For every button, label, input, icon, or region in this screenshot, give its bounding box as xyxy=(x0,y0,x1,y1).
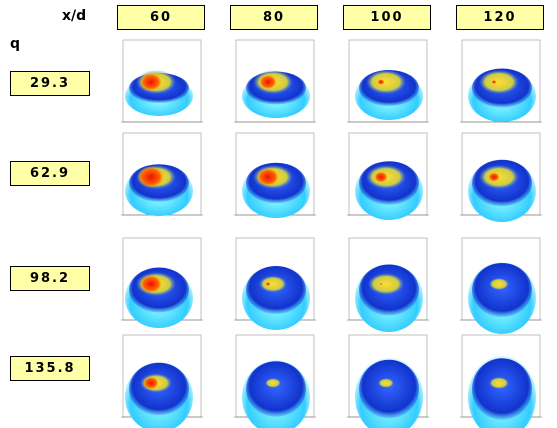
plume-peak xyxy=(266,282,270,286)
plume-core xyxy=(489,377,509,389)
plume-peak xyxy=(140,275,162,293)
row-label: 62.9 xyxy=(10,161,90,186)
column-header: 120 xyxy=(456,5,544,30)
plume-core xyxy=(489,278,509,290)
plume-core xyxy=(479,70,519,94)
plume-peak xyxy=(259,75,277,89)
plume-core xyxy=(368,273,404,295)
plume-peak xyxy=(378,79,385,84)
plume-core xyxy=(265,378,281,388)
plume-body xyxy=(472,358,532,420)
plume-body xyxy=(472,263,532,317)
plume-core xyxy=(366,70,406,94)
row-label: 98.2 xyxy=(10,266,90,291)
plume-body xyxy=(246,361,306,417)
plume-peak xyxy=(492,80,496,84)
column-header: 100 xyxy=(343,5,431,30)
column-header: 80 xyxy=(230,5,318,30)
plume-peak xyxy=(380,283,382,285)
plume-core xyxy=(378,378,394,388)
plume-peak xyxy=(489,173,500,182)
figure: x/d q 608010012029.362.998.2135.8 xyxy=(0,0,557,428)
plume-peak xyxy=(138,166,164,188)
plume-body xyxy=(359,360,419,419)
row-label: 135.8 xyxy=(10,356,90,381)
plume-peak xyxy=(140,73,162,91)
plume-core xyxy=(259,276,287,293)
row-label: 29.3 xyxy=(10,71,90,96)
plume-peak xyxy=(257,168,279,186)
column-header: 60 xyxy=(117,5,205,30)
plume-peak xyxy=(374,172,387,183)
plume-peak xyxy=(143,377,158,390)
